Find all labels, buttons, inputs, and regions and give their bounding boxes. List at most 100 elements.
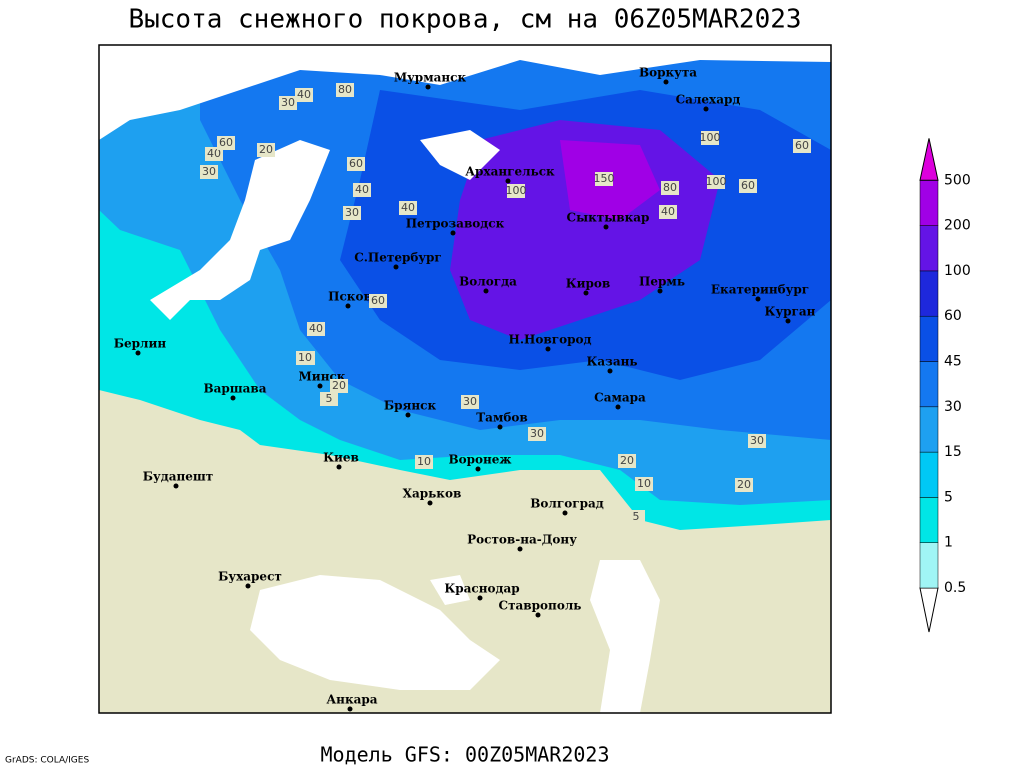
contour-label: 150 <box>594 172 615 185</box>
contour-label-bg <box>461 395 479 409</box>
city-label: Анкара <box>326 693 377 707</box>
city-label: Псков <box>328 290 372 304</box>
contour-label-bg <box>200 165 218 179</box>
city-dot <box>615 404 621 410</box>
city-label: Ставрополь <box>499 599 582 613</box>
city-label: Мурманск <box>394 71 467 85</box>
city-dot <box>230 395 236 401</box>
contour-label-bg <box>347 157 365 171</box>
city-label: Бухарест <box>218 570 282 584</box>
colorbar-label: 15 <box>944 444 962 460</box>
city-dot <box>173 483 179 489</box>
azov-sea <box>430 575 470 605</box>
contour-label: 5 <box>326 392 333 405</box>
contour-label: 100 <box>700 131 721 144</box>
colorbar-segment <box>919 315 939 362</box>
contour-label: 60 <box>741 179 755 192</box>
city-label: Архангельск <box>465 165 555 179</box>
contour-label-bg <box>595 172 613 186</box>
city-label: Краснодар <box>444 582 519 596</box>
city-dot <box>477 595 483 601</box>
colorbar-label: 100 <box>944 263 971 279</box>
city-dot <box>505 178 511 184</box>
black-sea <box>250 575 500 690</box>
contour-label: 60 <box>371 294 385 307</box>
city-label: Воркута <box>639 66 697 80</box>
contour-label-bg <box>635 477 653 491</box>
contour-label: 40 <box>207 147 221 160</box>
map-frame <box>98 44 832 714</box>
colorbar-segment <box>919 361 939 408</box>
contour-label-bg <box>701 131 719 145</box>
colorbar-label: 0.5 <box>944 580 966 596</box>
colorbar-label: 30 <box>944 399 962 415</box>
map <box>99 45 831 713</box>
city-dot <box>405 412 411 418</box>
city-dot <box>427 500 433 506</box>
city-dot <box>425 84 431 90</box>
city-label: Варшава <box>203 382 266 396</box>
city-dot <box>245 583 251 589</box>
contour-label-bg <box>343 206 361 220</box>
colorbar-label: 200 <box>944 218 971 234</box>
credit: GrADS: COLA/IGES <box>5 756 89 766</box>
city-dot <box>562 510 568 516</box>
colorbar-segment <box>919 451 939 498</box>
contour-label-bg <box>217 136 235 150</box>
contour-label: 60 <box>795 139 809 152</box>
contour-label: 5 <box>633 510 640 523</box>
contour-label: 30 <box>345 206 359 219</box>
contour-label-bg <box>627 510 645 524</box>
contour-label: 20 <box>332 379 346 392</box>
city-label: Сыктывкар <box>567 211 650 225</box>
contour-label: 100 <box>706 175 727 188</box>
colorbar-segment <box>919 180 939 226</box>
contour-label: 60 <box>219 136 233 149</box>
city-label: Киров <box>566 277 611 291</box>
contour-label-bg <box>739 179 757 193</box>
contour-label-bg <box>336 83 354 97</box>
city-dot <box>517 546 523 552</box>
contour-label-bg <box>279 96 297 110</box>
colorbar-label: 45 <box>944 354 962 370</box>
colorbar-segment <box>919 406 939 453</box>
white-sea <box>420 130 500 180</box>
contour-label: 100 <box>506 184 527 197</box>
contour-label: 20 <box>259 143 273 156</box>
city-dot <box>583 290 589 296</box>
contour-label-bg <box>659 205 677 219</box>
city-label: Вологда <box>459 275 517 289</box>
contour-label: 20 <box>737 478 751 491</box>
contour-label-bg <box>528 427 546 441</box>
city-dot <box>663 79 669 85</box>
city-dot <box>393 264 399 270</box>
city-dot <box>450 230 456 236</box>
city-label: Воронеж <box>448 453 511 467</box>
contour-label-bg <box>205 147 223 161</box>
city-label: Харьков <box>403 487 462 501</box>
contour-label-bg <box>618 454 636 468</box>
contour-label: 30 <box>530 427 544 440</box>
caspian-sea <box>590 560 660 713</box>
city-label: Петрозаводск <box>406 217 505 231</box>
colorbar-label: 500 <box>944 172 971 188</box>
city-label: Будапешт <box>143 470 213 484</box>
colorbar-label: 5 <box>944 489 953 505</box>
contour-label-bg <box>369 294 387 308</box>
city-label: Н.Новгород <box>509 333 592 347</box>
contour-label-bg <box>296 351 314 365</box>
city-label: С.Петербург <box>354 251 442 265</box>
city-label: Ростов-на-Дону <box>467 533 577 547</box>
contour-label: 80 <box>663 181 677 194</box>
city-label: Тамбов <box>476 411 527 425</box>
colorbar-segment <box>919 542 939 589</box>
colorbar-cap-low <box>919 587 939 633</box>
contour-label: 30 <box>463 395 477 408</box>
city-label: Курган <box>765 305 816 319</box>
city-dot <box>603 224 609 230</box>
city-dot <box>657 288 663 294</box>
city-label: Екатеринбург <box>711 283 809 297</box>
city-label: Самара <box>594 391 646 405</box>
contour-label: 10 <box>298 351 312 364</box>
